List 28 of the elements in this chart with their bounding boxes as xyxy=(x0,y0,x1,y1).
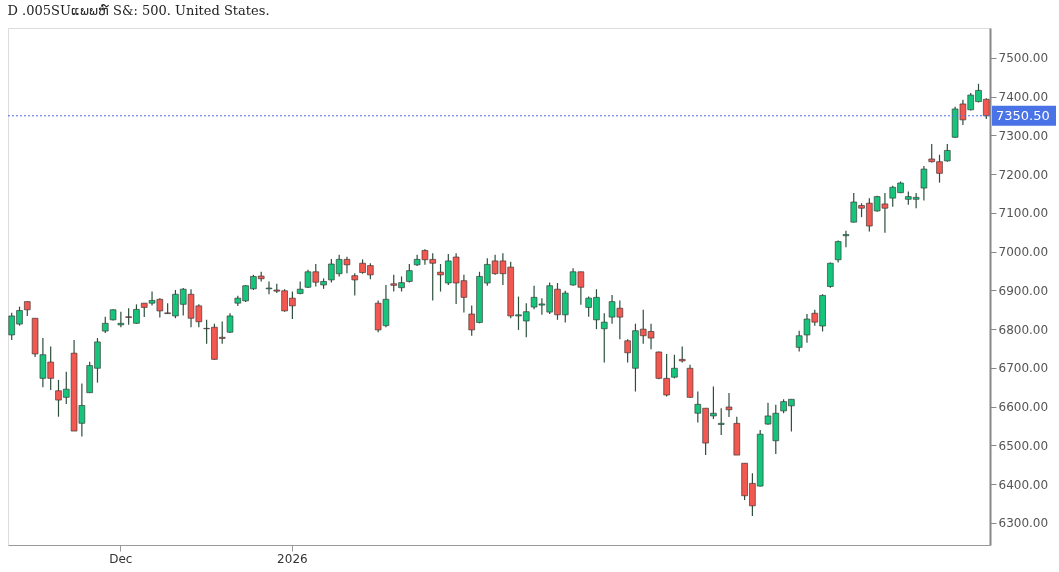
y-tick-label: 6700.00 xyxy=(998,361,1049,376)
y-tick-label: 7400.00 xyxy=(998,90,1049,105)
y-tick-label: 7200.00 xyxy=(998,167,1049,182)
y-tick-label: 7100.00 xyxy=(998,206,1049,221)
y-tick-label: 6800.00 xyxy=(998,322,1049,337)
x-tick-label: 2026 xyxy=(277,551,308,566)
candlestick xyxy=(717,407,725,436)
candlestick xyxy=(351,272,359,297)
y-tick-label: 6600.00 xyxy=(998,400,1049,415)
candlestick xyxy=(842,230,850,248)
candlestick xyxy=(725,392,733,418)
candlestick xyxy=(920,165,928,202)
y-tick-label: 6500.00 xyxy=(998,438,1049,453)
y-tick-label: 7500.00 xyxy=(998,51,1049,66)
candlestick xyxy=(600,312,608,364)
ref-line-label: 7350.50 xyxy=(996,107,1050,123)
candlestick xyxy=(406,263,413,284)
candlestick xyxy=(827,261,834,289)
y-tick-label: 7000.00 xyxy=(998,245,1049,260)
y-tick-label: 6300.00 xyxy=(998,516,1049,531)
y-tick-label: 7300.00 xyxy=(998,128,1049,143)
y-tick-label: 6400.00 xyxy=(998,477,1049,492)
candlestick xyxy=(117,311,125,328)
chart-title: D .005SUແພພຫ໌ S&: 500. United States. xyxy=(7,3,270,18)
x-tick-label: Dec xyxy=(109,551,133,566)
candlestick xyxy=(265,280,273,295)
y-tick-label: 6900.00 xyxy=(998,283,1049,298)
candlestick xyxy=(834,239,842,264)
